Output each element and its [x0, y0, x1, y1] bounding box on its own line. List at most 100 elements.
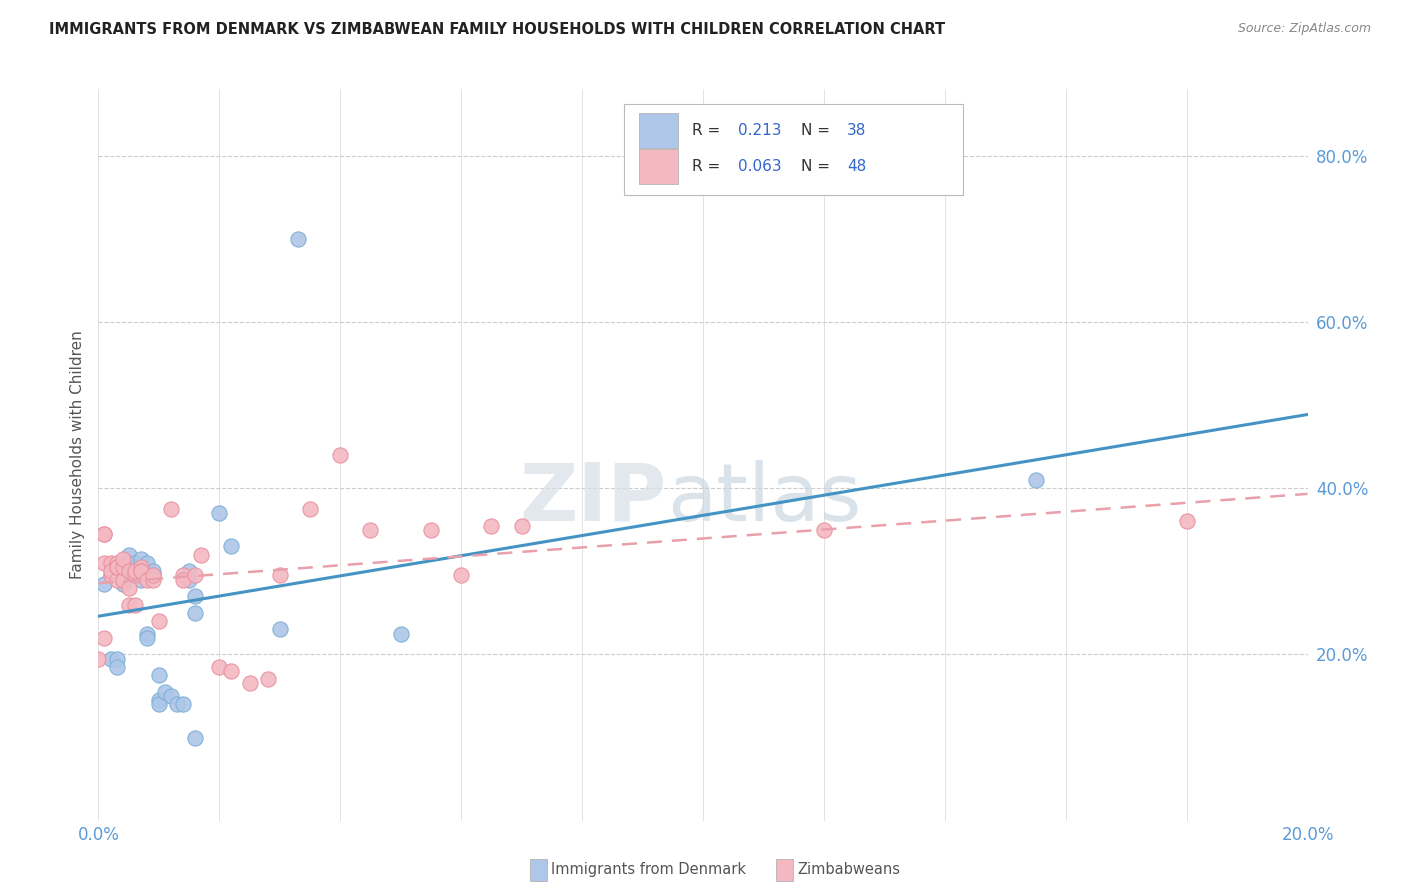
Point — [118, 581, 141, 595]
Point — [160, 502, 183, 516]
Point — [105, 651, 128, 665]
Point — [1024, 473, 1046, 487]
Point — [360, 523, 382, 537]
FancyBboxPatch shape — [638, 149, 678, 185]
Point — [135, 573, 157, 587]
Point — [93, 527, 115, 541]
Point — [100, 568, 122, 582]
Point — [813, 523, 835, 537]
Point — [87, 651, 110, 665]
Point — [1175, 515, 1198, 529]
FancyBboxPatch shape — [624, 103, 963, 195]
Point — [111, 573, 134, 587]
Text: R =: R = — [692, 160, 725, 174]
Text: IMMIGRANTS FROM DENMARK VS ZIMBABWEAN FAMILY HOUSEHOLDS WITH CHILDREN CORRELATIO: IMMIGRANTS FROM DENMARK VS ZIMBABWEAN FA… — [49, 22, 945, 37]
Point — [239, 676, 262, 690]
Text: 0.213: 0.213 — [738, 123, 782, 137]
Point — [184, 568, 207, 582]
Point — [100, 556, 122, 570]
Text: 38: 38 — [846, 123, 866, 137]
Point — [105, 560, 128, 574]
Text: R =: R = — [692, 123, 725, 137]
Point — [269, 568, 291, 582]
Text: Immigrants from Denmark: Immigrants from Denmark — [551, 863, 747, 877]
Point — [135, 631, 157, 645]
Point — [172, 698, 194, 712]
Point — [124, 568, 146, 582]
Point — [269, 623, 291, 637]
Point — [93, 556, 115, 570]
Point — [329, 448, 352, 462]
Point — [148, 693, 170, 707]
Point — [510, 518, 533, 533]
Point — [124, 598, 146, 612]
Point — [124, 556, 146, 570]
Point — [256, 673, 278, 687]
Point — [179, 564, 201, 578]
Point — [166, 698, 188, 712]
Text: 0.063: 0.063 — [738, 160, 782, 174]
Text: atlas: atlas — [666, 459, 860, 538]
Point — [135, 626, 157, 640]
Y-axis label: Family Households with Children: Family Households with Children — [70, 331, 86, 579]
Point — [172, 568, 194, 582]
Point — [142, 573, 165, 587]
Point — [287, 232, 309, 246]
Point — [124, 564, 146, 578]
Point — [111, 560, 134, 574]
Point — [142, 564, 165, 578]
Point — [148, 614, 170, 628]
Point — [208, 506, 231, 520]
Text: ZIP: ZIP — [519, 459, 666, 538]
Point — [172, 573, 194, 587]
Point — [221, 539, 243, 553]
Point — [105, 560, 128, 574]
Point — [100, 564, 122, 578]
Point — [93, 527, 115, 541]
Point — [129, 560, 152, 574]
Point — [184, 589, 207, 603]
Point — [184, 731, 207, 745]
Point — [111, 551, 134, 566]
Point — [124, 564, 146, 578]
Point — [129, 564, 152, 578]
Point — [135, 556, 157, 570]
Point — [142, 568, 165, 582]
Point — [118, 564, 141, 578]
Text: Zimbabweans: Zimbabweans — [797, 863, 900, 877]
Point — [129, 564, 152, 578]
Point — [118, 556, 141, 570]
Point — [105, 556, 128, 570]
Point — [160, 689, 183, 703]
Point — [129, 564, 152, 578]
Point — [111, 576, 134, 591]
Point — [93, 631, 115, 645]
Point — [420, 523, 443, 537]
Point — [148, 698, 170, 712]
Point — [481, 518, 503, 533]
Point — [142, 568, 165, 582]
Point — [184, 606, 207, 620]
Point — [105, 660, 128, 674]
Point — [389, 626, 412, 640]
Text: 48: 48 — [846, 160, 866, 174]
Point — [221, 664, 243, 678]
Point — [450, 568, 472, 582]
Point — [100, 568, 122, 582]
Point — [93, 576, 115, 591]
Point — [111, 568, 134, 582]
Point — [190, 548, 212, 562]
Text: Source: ZipAtlas.com: Source: ZipAtlas.com — [1237, 22, 1371, 36]
Text: N =: N = — [801, 160, 835, 174]
Point — [129, 551, 152, 566]
Point — [100, 651, 122, 665]
Point — [105, 573, 128, 587]
Point — [129, 573, 152, 587]
Point — [118, 564, 141, 578]
Point — [179, 573, 201, 587]
Point — [118, 598, 141, 612]
Point — [148, 668, 170, 682]
Point — [118, 548, 141, 562]
Point — [153, 685, 176, 699]
Point — [208, 660, 231, 674]
